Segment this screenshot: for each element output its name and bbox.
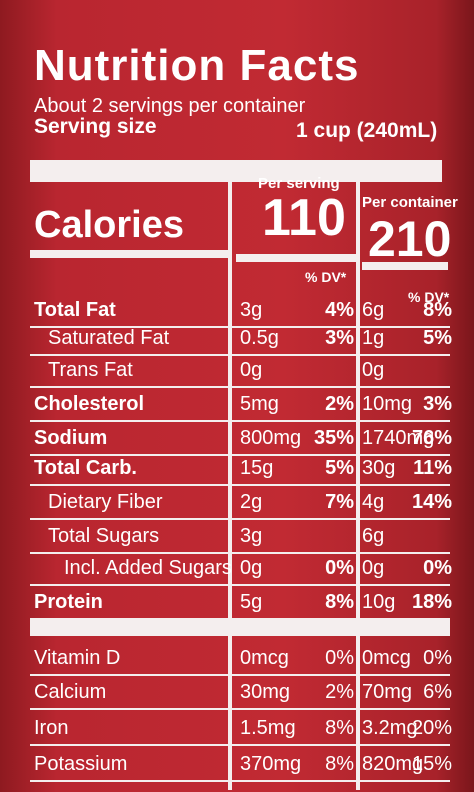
amount-per-serving: 0g [240,359,263,381]
amount-per-serving: 3g [240,299,263,321]
amount-per-serving: 30mg [240,681,291,703]
nutrient-name: Calcium [34,681,107,703]
calories-per-serving: 110 [262,189,346,247]
amount-per-container: 6g [362,525,385,547]
nutrient-name: Dietary Fiber [48,491,163,513]
amount-per-container: 3.2mg [362,717,418,739]
rule [236,254,356,262]
dv-per-container: 76% [411,427,452,449]
nutrient-name: Total Carb. [34,457,137,479]
amount-per-container: 0g [362,557,385,579]
row-rule [30,454,450,456]
dv-header: % DV* [305,269,347,285]
dv-per-serving: 2% [325,681,354,703]
dv-header: % DV* [408,289,450,305]
dv-per-serving: 8% [325,753,354,775]
dv-per-serving: 5% [325,457,354,479]
amount-per-container: 1740mg [362,427,435,449]
amount-per-serving: 370mg [240,753,302,775]
amount-per-container: 0mcg [362,647,411,669]
amount-per-container: 30g [362,457,396,479]
row-rule [30,326,450,328]
dv-per-serving: 35% [313,427,354,449]
row-rule [30,618,450,620]
dv-per-container: 0% [423,647,452,669]
calories-label: Calories [34,204,184,246]
row-rule [30,518,450,520]
title: Nutrition Facts [34,41,360,90]
amount-per-container: 10g [362,591,396,613]
row-rule [30,708,450,710]
nutrient-name: Cholesterol [34,393,145,415]
dv-per-serving: 4% [325,299,354,321]
row-rule [30,484,450,486]
amount-per-container: 10mg [362,393,413,415]
amount-per-container: 0g [362,359,385,381]
row-rule [30,552,450,554]
amount-per-serving: 3g [240,525,263,547]
amount-per-container: 1g [362,327,385,349]
dv-per-serving: 0% [325,557,354,579]
nutrient-name: Saturated Fat [48,327,170,349]
divider [228,170,232,790]
servings: About 2 servings per container [34,95,306,117]
dv-per-container: 0% [423,557,452,579]
dv-per-serving: 7% [325,491,354,513]
dv-per-container: 14% [411,491,452,513]
serving-size-value: 1 cup (240mL) [296,119,438,142]
amount-per-serving: 0.5g [240,327,279,349]
nutrient-name: Iron [34,717,69,739]
rule [362,262,448,270]
dv-per-container: 8% [423,299,452,321]
nutrient-name: Potassium [34,753,128,775]
nutrient-name: Total Sugars [48,525,160,547]
row-rule [30,386,450,388]
dv-per-container: 3% [423,393,452,415]
nutrient-name: Sodium [34,427,108,449]
amount-per-serving: 5mg [240,393,279,415]
thick-rule [30,618,450,636]
dv-per-serving: 3% [325,327,354,349]
rule [30,250,228,258]
dv-per-container: 6% [423,681,452,703]
amount-per-container: 820mg [362,753,424,775]
amount-per-serving: 5g [240,591,263,613]
thick-rule [30,160,442,182]
nutrient-name: Trans Fat [48,359,133,381]
dv-per-container: 20% [411,717,452,739]
nutrient-name: Vitamin D [34,647,121,669]
col-per-serving: Per serving [258,175,340,192]
nutrient-name: Protein [34,591,103,613]
dv-per-serving: 2% [325,393,354,415]
dv-per-serving: 8% [325,591,354,613]
amount-per-container: 70mg [362,681,413,703]
amount-per-serving: 15g [240,457,274,479]
calories-per-container: 210 [368,211,452,267]
dv-per-container: 11% [413,457,452,479]
nutrient-name: Incl. Added Sugars [64,557,232,579]
amount-per-serving: 0g [240,557,263,579]
row-rule [30,674,450,676]
dv-per-container: 18% [411,591,452,613]
amount-per-serving: 0mcg [240,647,289,669]
nutrient-name: Total Fat [34,299,116,321]
dv-per-serving: 0% [325,647,354,669]
amount-per-serving: 2g [240,491,263,513]
row-rule [30,744,450,746]
row-rule [30,354,450,356]
amount-per-container: 4g [362,491,385,513]
row-rule [30,584,450,586]
dv-per-container: 5% [423,327,452,349]
dv-per-serving: 8% [325,717,354,739]
col-per-container: Per container [362,194,458,211]
dv-per-container: 15% [411,753,452,775]
amount-per-container: 6g [362,299,385,321]
amount-per-serving: 800mg [240,427,302,449]
amount-per-serving: 1.5mg [240,717,296,739]
row-rule [30,420,450,422]
serving-size-label: Serving size [34,115,157,138]
row-rule [30,780,450,782]
